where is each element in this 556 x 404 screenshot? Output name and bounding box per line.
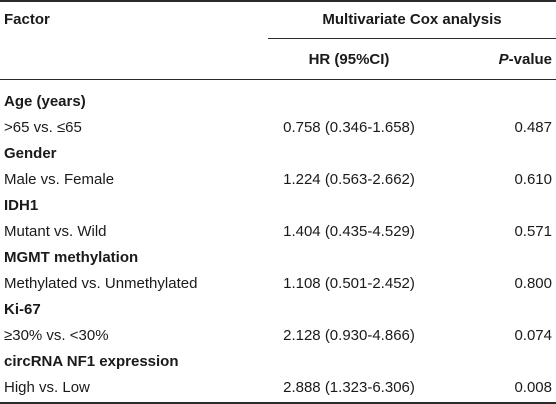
table-bottom-rule (0, 402, 556, 404)
table-top-rule (0, 0, 556, 2)
comparison-label: High vs. Low (4, 379, 90, 396)
table-row: Male vs. Female 1.224 (0.563-2.662) 0.61… (0, 167, 556, 193)
hr-value: 1.108 (0.501-2.452) (283, 275, 415, 292)
p-value: 0.487 (514, 119, 552, 136)
table-row: High vs. Low 2.888 (1.323-6.306) 0.008 (0, 375, 556, 401)
category-label: Age (years) (4, 93, 86, 110)
p-value: 0.008 (514, 379, 552, 396)
p-value: 0.800 (514, 275, 552, 292)
header-factor: Factor (4, 11, 50, 28)
hr-value: 2.128 (0.930-4.866) (283, 327, 415, 344)
hr-value: 0.758 (0.346-1.658) (283, 119, 415, 136)
p-value: 0.610 (514, 171, 552, 188)
category-row: Age (years) (0, 89, 556, 115)
comparison-label: >65 vs. ≤65 (4, 119, 82, 136)
table-row: Mutant vs. Wild 1.404 (0.435-4.529) 0.57… (0, 219, 556, 245)
category-row: Gender (0, 141, 556, 167)
p-value: 0.074 (514, 327, 552, 344)
category-row: IDH1 (0, 193, 556, 219)
header-p-rest: -value (508, 51, 552, 68)
comparison-label: Male vs. Female (4, 171, 115, 188)
comparison-label: Mutant vs. Wild (4, 223, 107, 240)
table-row: Methylated vs. Unmethylated 1.108 (0.501… (0, 271, 556, 297)
hr-value: 2.888 (1.323-6.306) (283, 379, 415, 396)
category-label: Gender (4, 145, 57, 162)
hr-value: 1.404 (0.435-4.529) (283, 223, 415, 240)
hr-value: 1.224 (0.563-2.662) (283, 171, 415, 188)
table-row: ≥30% vs. <30% 2.128 (0.930-4.866) 0.074 (0, 323, 556, 349)
category-label: Ki-67 (4, 301, 41, 318)
category-row: MGMT methylation (0, 245, 556, 271)
category-row: circRNA NF1 expression (0, 349, 556, 375)
category-row: Ki-67 (0, 297, 556, 323)
table-row: >65 vs. ≤65 0.758 (0.346-1.658) 0.487 (0, 115, 556, 141)
header-multivariate-cox: Multivariate Cox analysis (322, 11, 502, 28)
group-header-rule (268, 38, 556, 39)
comparison-label: Methylated vs. Unmethylated (4, 275, 198, 292)
comparison-label: ≥30% vs. <30% (4, 327, 109, 344)
p-value: 0.571 (514, 223, 552, 240)
header-p-italic: P (498, 51, 509, 68)
header-p-value: P-value (470, 51, 552, 69)
category-label: IDH1 (4, 197, 39, 214)
category-label: circRNA NF1 expression (4, 353, 179, 370)
category-label: MGMT methylation (4, 249, 139, 266)
header-hr-ci: HR (95%CI) (308, 51, 390, 68)
header-bottom-rule (0, 79, 556, 80)
